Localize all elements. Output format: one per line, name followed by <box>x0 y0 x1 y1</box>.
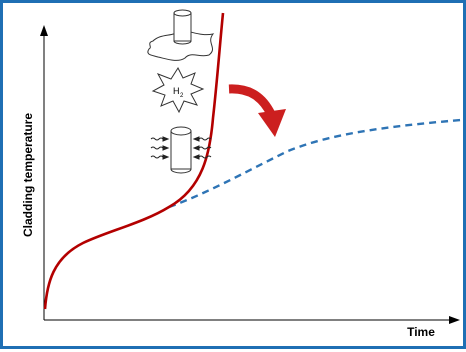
red-temperature-curve <box>43 12 225 310</box>
hydrogen-subscript: 2 <box>180 93 184 99</box>
heat-waves-left-icon <box>150 136 170 160</box>
heat-waves-right-icon <box>192 136 212 160</box>
y-axis-label: Cladding temperature <box>21 113 35 237</box>
x-axis-label: Time <box>407 325 435 339</box>
diagram-canvas: Cladding temperature Time H 2 <box>21 9 462 339</box>
hydrogen-label: H <box>173 86 180 96</box>
x-axis-arrowhead <box>449 316 460 324</box>
melted-fuel-rod-icon <box>147 9 215 61</box>
y-axis-arrowhead <box>40 25 48 36</box>
heated-fuel-rod-icon <box>150 126 212 174</box>
hydrogen-explosion-icon: H 2 <box>151 66 205 114</box>
dashed-temperature-curve <box>168 118 462 209</box>
curved-arrow-icon <box>228 84 286 137</box>
